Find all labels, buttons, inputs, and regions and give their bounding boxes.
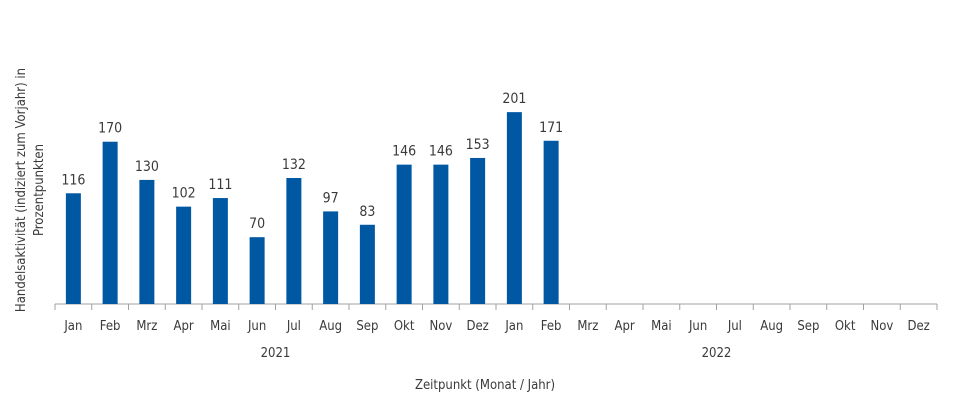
x-tick-label: Nov [429, 319, 452, 334]
bar [65, 193, 81, 304]
data-label: 97 [323, 190, 339, 206]
data-label: 102 [172, 186, 196, 202]
bar [176, 206, 192, 304]
bar [396, 164, 412, 304]
data-label: 146 [429, 144, 453, 160]
data-label: 111 [208, 177, 232, 193]
x-tick-label: Aug [319, 319, 342, 334]
x-tick-label: Jan [504, 319, 523, 334]
bar [470, 157, 486, 304]
bar [139, 179, 155, 304]
x-tick-label: Feb [100, 319, 121, 334]
x-tick-label: Feb [541, 319, 562, 334]
data-label: 153 [466, 137, 490, 153]
y-axis-title-line-1: Handelsaktivität (indiziert zum Vorjahr)… [14, 68, 29, 312]
data-label: 83 [359, 204, 375, 220]
bar [249, 237, 265, 304]
x-tick-label: Mai [210, 319, 231, 334]
x-tick-label: Sep [356, 319, 378, 334]
year-label: 2022 [702, 346, 732, 361]
data-label: 170 [98, 121, 122, 137]
x-tick-label: Apr [174, 319, 194, 334]
x-tick-label: Jun [688, 319, 707, 334]
data-label: 201 [502, 91, 526, 107]
y-axis-title: Handelsaktivität (indiziert zum Vorjahr)… [14, 68, 47, 312]
x-tick-label: Okt [835, 319, 856, 334]
bar [359, 224, 375, 304]
x-tick-label: Sep [797, 319, 819, 334]
data-label: 70 [249, 216, 265, 232]
x-tick-label: Jul [727, 319, 742, 334]
data-label: 130 [135, 159, 159, 175]
x-tick-label: Jul [286, 319, 301, 334]
y-axis-title-line-2: Prozentpunkten [32, 144, 47, 236]
x-tick-label: Mrz [136, 319, 157, 334]
data-label: 132 [282, 157, 306, 173]
x-tick-label: Okt [394, 319, 415, 334]
x-tick-label: Mrz [577, 319, 598, 334]
bar [102, 141, 118, 304]
x-tick-label: Mai [651, 319, 672, 334]
x-tick-label: Nov [870, 319, 893, 334]
bar [323, 211, 339, 304]
x-tick-label: Dez [466, 319, 488, 334]
x-tick-label: Jan [63, 319, 82, 334]
bar [506, 112, 522, 305]
bar [286, 178, 302, 304]
data-label: 171 [539, 120, 563, 136]
x-tick-label: Apr [615, 319, 635, 334]
bar [212, 198, 228, 304]
bar [543, 140, 559, 304]
x-tick-label: Aug [760, 319, 783, 334]
x-tick-label: Jun [247, 319, 266, 334]
x-tick-label: Dez [907, 319, 929, 334]
bar [433, 164, 449, 304]
data-label: 116 [61, 172, 85, 188]
year-label: 2021 [261, 346, 291, 361]
data-label: 146 [392, 144, 416, 160]
x-axis-title: Zeitpunkt (Monat / Jahr) [415, 378, 555, 393]
